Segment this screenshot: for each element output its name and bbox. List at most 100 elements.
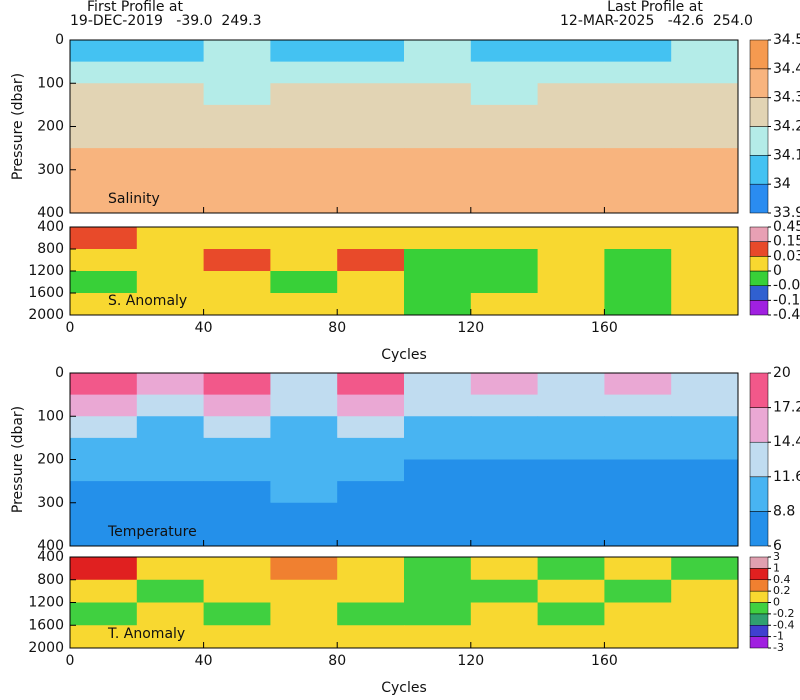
cell	[203, 271, 271, 294]
cell	[537, 61, 605, 84]
cell	[270, 104, 338, 127]
cell	[70, 524, 138, 547]
y-tick-label: 400	[37, 538, 64, 554]
colorbar-label: 3	[773, 550, 780, 563]
cell	[337, 459, 405, 482]
cell	[203, 104, 271, 127]
cell	[203, 191, 271, 214]
cell	[270, 481, 338, 504]
cell	[470, 104, 539, 127]
colorbar-swatch	[749, 441, 769, 478]
cell	[604, 83, 672, 106]
cell	[404, 524, 472, 547]
cell	[136, 579, 205, 603]
cell	[203, 416, 271, 439]
cell	[337, 83, 405, 106]
cell	[470, 437, 539, 460]
cell	[203, 481, 271, 504]
cell	[70, 373, 138, 396]
y-tick-label: 1600	[28, 285, 64, 301]
cell	[671, 40, 739, 63]
cell	[671, 373, 739, 396]
cell	[270, 373, 338, 396]
cell	[203, 459, 271, 482]
cell	[136, 394, 205, 417]
cell	[537, 191, 605, 214]
cell	[470, 249, 539, 272]
cell	[337, 126, 405, 149]
cell	[404, 191, 472, 214]
cell	[604, 293, 672, 316]
colorbar-label: 34.4	[773, 61, 800, 77]
cell	[671, 394, 739, 417]
colorbar-swatch	[749, 241, 769, 257]
cell	[470, 169, 539, 192]
cell	[337, 602, 405, 626]
y-tick-label: 400	[37, 219, 64, 235]
cell	[270, 557, 338, 581]
colorbar-label: 17.2	[773, 400, 800, 416]
cell	[136, 104, 205, 127]
cell	[404, 416, 472, 439]
cell	[537, 126, 605, 149]
colorbar-swatch	[749, 300, 769, 316]
cell	[537, 625, 605, 649]
cell	[604, 61, 672, 84]
cell	[470, 481, 539, 504]
y-tick-label: 100	[37, 408, 64, 424]
cell	[70, 191, 138, 214]
y-tick-label: 100	[37, 75, 64, 91]
y-tick-label: 200	[37, 452, 64, 468]
cell	[404, 579, 472, 603]
colorbar-swatch	[749, 556, 769, 569]
cell	[337, 625, 405, 649]
cell	[70, 502, 138, 525]
cell	[136, 459, 205, 482]
cell	[537, 83, 605, 106]
cell	[671, 249, 739, 272]
colorbar-label: 0.2	[773, 584, 791, 597]
cell	[470, 459, 539, 482]
colorbar-label: 6	[773, 538, 782, 554]
cell	[203, 502, 271, 525]
colorbar-swatch	[749, 226, 769, 242]
cell	[70, 148, 138, 171]
y-tick-label: 800	[37, 241, 64, 257]
colorbar-swatch	[749, 590, 769, 603]
cell	[337, 502, 405, 525]
colorbar-label: 34	[773, 176, 791, 192]
cell	[270, 416, 338, 439]
panel-label: Salinity	[108, 191, 160, 207]
cell	[604, 481, 672, 504]
cell	[404, 227, 472, 250]
cell	[337, 249, 405, 272]
cell	[70, 40, 138, 63]
x-tick-label: 80	[328, 320, 346, 336]
cell	[671, 502, 739, 525]
colorbar-swatch	[749, 636, 769, 649]
colorbar-label: 0.4	[773, 573, 791, 586]
cell	[270, 83, 338, 106]
cell	[136, 524, 205, 547]
cell	[470, 502, 539, 525]
cell	[470, 373, 539, 396]
colorbar-label: 0.03	[773, 248, 800, 264]
cell	[136, 148, 205, 171]
panel-label: T. Anomaly	[107, 626, 185, 642]
cell	[604, 524, 672, 547]
colorbar-swatch	[749, 568, 769, 580]
cell	[604, 148, 672, 171]
cell	[337, 148, 405, 171]
cell	[270, 394, 338, 417]
cell	[671, 293, 739, 316]
cell	[203, 249, 271, 272]
cell	[604, 249, 672, 272]
cell	[203, 126, 271, 149]
cell	[337, 557, 405, 581]
cell	[270, 437, 338, 460]
cell	[604, 126, 672, 149]
cell	[404, 83, 472, 106]
y-tick-label: 400	[37, 205, 64, 221]
y-tick-label: 1200	[28, 595, 64, 611]
cell	[604, 437, 672, 460]
